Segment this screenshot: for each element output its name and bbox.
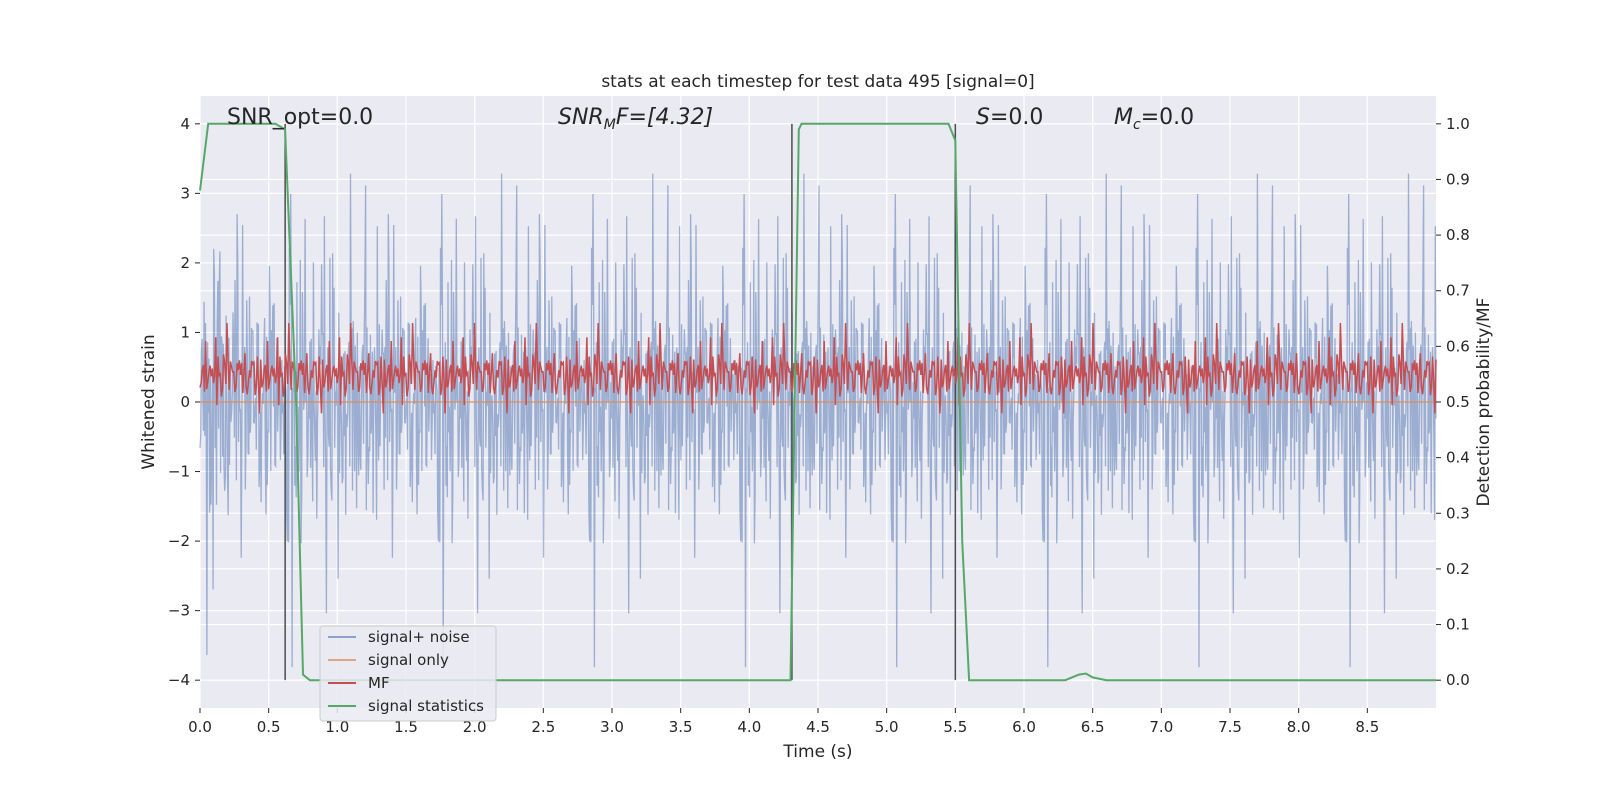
x-tick-label-7.0: 7.0	[1149, 718, 1173, 736]
yr-tick-label-0.3: 0.3	[1446, 504, 1470, 522]
annotation-mc: Mc=0.0	[1114, 105, 1194, 133]
chart-title: stats at each timestep for test data 495…	[601, 72, 1034, 92]
yl-tick-label-3: 3	[180, 184, 190, 202]
x-tick-label-8.5: 8.5	[1355, 718, 1379, 736]
legend-frame	[319, 625, 497, 722]
legend-label-mf: MF	[368, 674, 390, 692]
yr-tick-label-0.4: 0.4	[1446, 449, 1470, 467]
yr-tick-label-0.2: 0.2	[1446, 560, 1470, 578]
yl-tick-label-2: 2	[180, 254, 190, 272]
x-tick-label-4.5: 4.5	[806, 718, 830, 736]
x-tick-label-1.5: 1.5	[394, 718, 418, 736]
annotation-mc-sub: c	[1133, 117, 1141, 133]
axes: 0.0 0.5 1.0 1.5 2.0 2.5 3.0 3.5 4.0 4.5 5.0 5.5 6.0 6…	[168, 115, 1470, 736]
y-axis-label-left: Whitened strain	[139, 334, 159, 469]
yr-tick-label-0.7: 0.7	[1446, 282, 1470, 300]
yr-tick-label-0.8: 0.8	[1446, 226, 1470, 244]
legend-label-signal-noise: signal+ noise	[368, 628, 470, 646]
annotation-s: S=0.0	[976, 105, 1043, 130]
x-tick-label-3.0: 3.0	[600, 718, 624, 736]
yr-tick-label-0.9: 0.9	[1446, 170, 1470, 188]
yr-tick-label-0.5: 0.5	[1446, 393, 1470, 411]
x-axis-label: Time (s)	[782, 742, 852, 762]
x-tick-label-3.5: 3.5	[669, 718, 693, 736]
annotations: SNR_opt=0.0 SNRMF=[4.32] S=0.0 Mc=0.0	[227, 105, 1194, 133]
legend: signal+ noise signal only MF signal stat…	[319, 625, 497, 722]
annotation-mc-rest: =0.0	[1141, 105, 1194, 130]
annotation-mc-base: M	[1114, 105, 1133, 130]
signal-statistics-line	[199, 122, 1436, 682]
x-tick-label-6.0: 6.0	[1012, 718, 1036, 736]
annotation-s-rest: =0.0	[990, 105, 1043, 130]
x-tick-label-4.0: 4.0	[737, 718, 761, 736]
yr-tick-label-0.0: 0.0	[1446, 671, 1470, 689]
x-tick-label-5.5: 5.5	[943, 718, 967, 736]
x-tick-label-2.0: 2.0	[463, 718, 487, 736]
x-tick-label-0.0: 0.0	[188, 718, 212, 736]
x-tick-label-6.5: 6.5	[1081, 718, 1105, 736]
series-signal-statistics	[199, 122, 1436, 682]
x-tick-label-5.0: 5.0	[875, 718, 899, 736]
yl-tick-label-−3: −3	[168, 602, 190, 620]
x-tick-label-0.5: 0.5	[257, 718, 281, 736]
legend-label-signal-only: signal only	[368, 651, 449, 669]
series-signal-noise	[199, 173, 1437, 668]
series-mf	[199, 322, 1437, 414]
yl-tick-label-1: 1	[180, 323, 190, 341]
annotation-snr-opt: SNR_opt=0.0	[227, 105, 373, 130]
x-tick-label-2.5: 2.5	[531, 718, 555, 736]
annotation-s-base: S	[976, 105, 990, 130]
yl-tick-label-−1: −1	[168, 463, 190, 481]
annotation-snr-mf: SNRMF=[4.32]	[558, 105, 713, 133]
x-tick-label-8.0: 8.0	[1287, 718, 1311, 736]
annotation-snr-mf-rest: F=[4.32]	[616, 105, 713, 130]
mf-line	[199, 322, 1437, 414]
yl-tick-label-−4: −4	[168, 671, 190, 689]
x-tick-label-1.0: 1.0	[325, 718, 349, 736]
yr-tick-label-0.1: 0.1	[1446, 616, 1470, 634]
annotation-snr-mf-sub: M	[604, 117, 616, 133]
noise-line	[199, 173, 1437, 668]
yr-tick-label-1.0: 1.0	[1446, 115, 1470, 133]
legend-label-signal-statistics: signal statistics	[368, 697, 484, 715]
x-tick-label-7.5: 7.5	[1218, 718, 1242, 736]
yl-tick-label-−2: −2	[168, 532, 190, 550]
yl-tick-label-4: 4	[180, 115, 190, 133]
y-axis-label-right: Detection probability/MF	[1474, 298, 1494, 507]
annotation-snr-mf-base: SNR	[558, 105, 604, 130]
yl-tick-label-0: 0	[180, 393, 190, 411]
yr-tick-label-0.6: 0.6	[1446, 337, 1470, 355]
